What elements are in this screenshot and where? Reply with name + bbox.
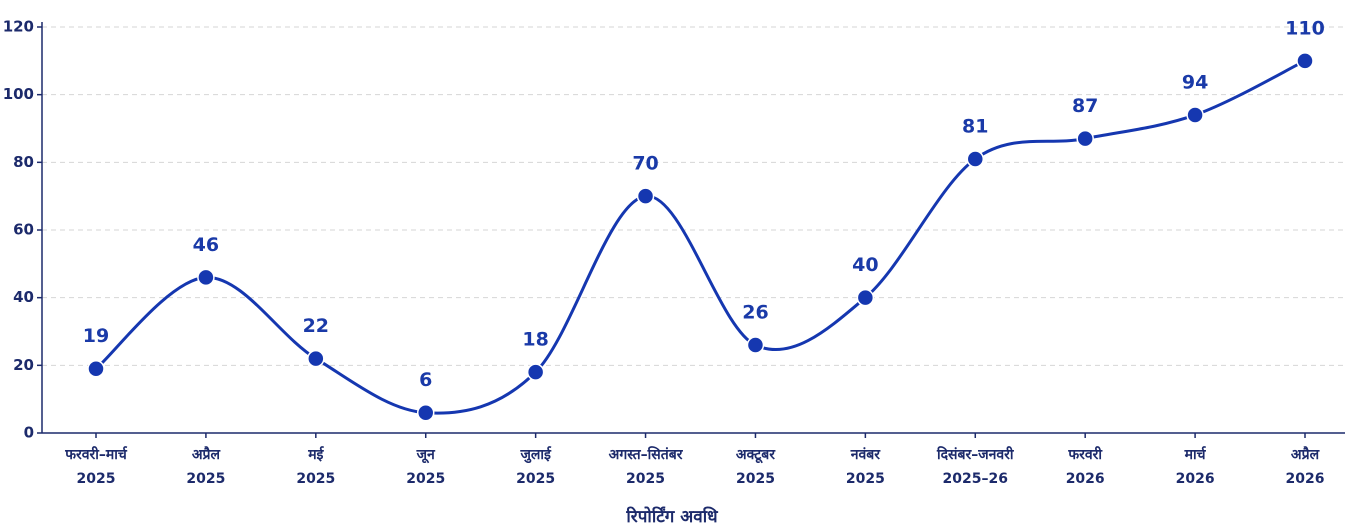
value-label: 6 (419, 369, 432, 391)
x-tick-label: 2026 (1176, 471, 1215, 487)
x-tick-label: मई (307, 446, 324, 463)
x-tick-label: 2025 (186, 471, 225, 487)
x-tick-label: अगस्त–सितंबर (609, 446, 684, 463)
value-label: 22 (303, 315, 329, 337)
value-label: 110 (1285, 17, 1325, 39)
x-tick-label: जुलाई (519, 446, 552, 464)
point (1296, 52, 1314, 70)
point (966, 150, 985, 168)
y-tick-label: 40 (13, 288, 34, 306)
point (856, 288, 875, 307)
x-tick-label: नवंबर (850, 447, 882, 463)
value-label: 18 (522, 329, 548, 351)
x-tick-label: 2025 (406, 471, 445, 487)
point (746, 336, 765, 354)
y-tick-label: 120 (3, 18, 34, 36)
x-tick-label: फरवरी (1067, 446, 1103, 463)
value-label: 40 (852, 254, 878, 276)
point (526, 363, 545, 381)
x-tick-label: 2025 (296, 471, 335, 487)
x-tick-label: 2025 (626, 471, 665, 487)
x-tick-label: मार्च (1184, 446, 1207, 463)
x-tick-label: 2025 (77, 471, 116, 487)
x-tick-label: 2025 (516, 471, 555, 487)
point (197, 268, 215, 287)
x-tick-label: 2026 (1286, 471, 1325, 487)
x-tick-label: अप्रैल (192, 446, 221, 463)
point (416, 403, 435, 422)
y-tick-label: 60 (13, 221, 34, 239)
point (636, 187, 655, 205)
value-label: 46 (193, 234, 219, 256)
x-tick-label: फरवरी–मार्च (64, 446, 128, 463)
value-label: 81 (962, 115, 988, 137)
x-tick-label: 2025–26 (943, 471, 1008, 487)
point (87, 359, 105, 378)
point (1076, 129, 1094, 148)
point (307, 349, 325, 368)
value-label: 26 (742, 302, 768, 324)
y-tick-label: 20 (13, 356, 34, 374)
x-tick-label: जून (416, 447, 436, 464)
x-tick-label: 2025 (846, 471, 885, 487)
point (1186, 106, 1204, 124)
x-axis-label: रिपोर्टिंग अवधि (625, 506, 719, 527)
x-tick-label: 2025 (736, 471, 775, 487)
value-label: 87 (1072, 95, 1098, 117)
x-tick-label: दिसंबर–जनवरी (936, 446, 1015, 463)
y-tick-label: 80 (13, 153, 34, 171)
x-tick-label: अप्रैल (1291, 446, 1320, 463)
y-tick-label: 0 (24, 424, 34, 442)
value-label: 19 (83, 325, 109, 347)
y-tick-label: 100 (3, 85, 34, 103)
x-tick-label: 2026 (1066, 471, 1105, 487)
value-label: 70 (632, 153, 658, 175)
line (95, 59, 1306, 415)
value-label: 94 (1182, 71, 1208, 93)
x-tick-label: अक्टूबर (736, 447, 776, 464)
